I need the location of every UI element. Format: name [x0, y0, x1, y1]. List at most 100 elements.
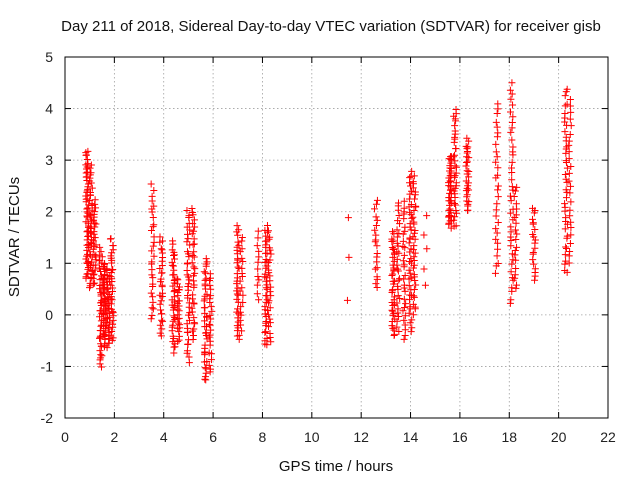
- data-point: [95, 264, 103, 272]
- data-point: [238, 234, 246, 242]
- data-point: [405, 266, 413, 274]
- data-point: [169, 317, 177, 325]
- data-point: [147, 180, 155, 188]
- data-point: [512, 200, 520, 208]
- data-point: [239, 299, 247, 307]
- data-point: [493, 109, 501, 117]
- data-point: [463, 134, 471, 142]
- data-point: [508, 284, 516, 292]
- data-point: [463, 167, 471, 175]
- data-point: [373, 196, 381, 204]
- data-point: [188, 259, 196, 267]
- data-point: [508, 176, 516, 184]
- data-point: [462, 162, 470, 170]
- data-point: [97, 363, 105, 371]
- data-point: [261, 270, 269, 278]
- data-point: [507, 197, 515, 205]
- data-point: [561, 200, 569, 208]
- data-point: [98, 253, 106, 261]
- data-point: [513, 230, 521, 238]
- data-point: [567, 182, 575, 190]
- data-point: [149, 242, 157, 250]
- data-point: [87, 169, 95, 177]
- data-point: [107, 332, 115, 340]
- data-point: [511, 274, 519, 282]
- data-point: [206, 337, 214, 345]
- data-point: [265, 297, 273, 305]
- data-point: [156, 321, 164, 329]
- data-point: [508, 158, 516, 166]
- data-point: [239, 257, 247, 265]
- data-point: [407, 274, 415, 282]
- data-point: [254, 272, 262, 280]
- data-point: [84, 204, 92, 212]
- data-point: [267, 250, 275, 258]
- data-point: [394, 217, 402, 225]
- data-point: [236, 277, 244, 285]
- data-point: [169, 237, 177, 245]
- data-point: [406, 291, 414, 299]
- data-point: [184, 340, 192, 348]
- data-point: [175, 328, 183, 336]
- data-point: [238, 284, 246, 292]
- data-point: [420, 265, 428, 273]
- data-point: [83, 205, 91, 213]
- data-point: [494, 245, 502, 253]
- data-point: [407, 226, 415, 234]
- data-point: [235, 226, 243, 234]
- data-point: [372, 200, 380, 208]
- data-point: [565, 155, 573, 163]
- data-point: [408, 214, 416, 222]
- data-point: [408, 167, 416, 175]
- x-tick-label: 10: [304, 429, 320, 445]
- data-point: [561, 267, 569, 275]
- data-point: [266, 330, 274, 338]
- data-point: [91, 223, 99, 231]
- data-point: [406, 174, 414, 182]
- data-point: [531, 276, 539, 284]
- data-point: [207, 315, 215, 323]
- data-point: [513, 243, 521, 251]
- data-point: [462, 177, 470, 185]
- data-point: [401, 312, 409, 320]
- data-point: [170, 288, 178, 296]
- data-point: [389, 237, 397, 245]
- data-point: [464, 182, 472, 190]
- data-point: [253, 242, 261, 250]
- data-point: [147, 289, 155, 297]
- data-point: [158, 310, 166, 318]
- data-point: [465, 137, 473, 145]
- data-point: [529, 219, 537, 227]
- data-point: [97, 248, 105, 256]
- data-point: [253, 290, 261, 298]
- data-point: [531, 265, 539, 273]
- data-point: [372, 231, 380, 239]
- data-point: [493, 229, 501, 237]
- data-point: [158, 269, 166, 277]
- data-point: [267, 283, 275, 291]
- data-point: [492, 140, 500, 148]
- data-point: [399, 307, 407, 315]
- data-point: [107, 281, 115, 289]
- data-point: [90, 242, 98, 250]
- x-axis-label: GPS time / hours: [279, 458, 393, 475]
- data-point: [253, 281, 261, 289]
- data-point: [344, 214, 352, 222]
- x-tick-label: 6: [209, 429, 217, 445]
- data-point: [176, 321, 184, 329]
- data-point: [157, 245, 165, 253]
- data-point: [463, 153, 471, 161]
- data-point: [183, 347, 191, 355]
- data-point: [445, 206, 453, 214]
- data-point: [465, 186, 473, 194]
- data-point: [562, 133, 570, 141]
- data-point: [512, 264, 520, 272]
- data-point: [188, 204, 196, 212]
- data-point: [393, 239, 401, 247]
- data-point: [174, 337, 182, 345]
- data-point: [264, 227, 272, 235]
- data-point: [266, 233, 274, 241]
- data-point: [565, 259, 573, 267]
- data-point: [255, 296, 263, 304]
- data-point: [206, 295, 214, 303]
